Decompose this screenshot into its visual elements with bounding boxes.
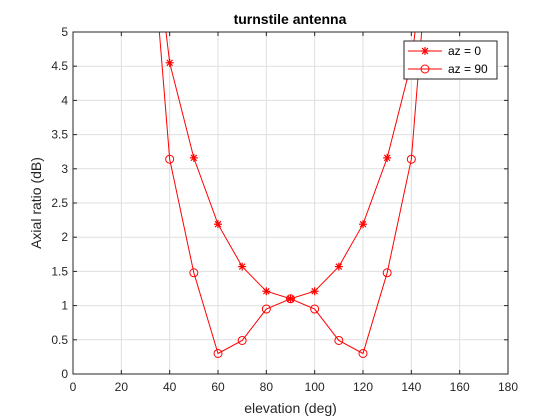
data-point — [262, 287, 270, 295]
y-tick-label: 3 — [61, 162, 68, 176]
y-tick-label: 0 — [61, 367, 68, 381]
data-point — [190, 154, 198, 162]
x-tick-label: 40 — [163, 380, 177, 394]
y-tick-label: 2.5 — [51, 196, 68, 210]
x-tick-label: 140 — [401, 380, 421, 394]
x-tick-label: 160 — [450, 380, 470, 394]
data-point — [335, 263, 343, 271]
data-point — [359, 220, 367, 228]
y-tick-label: 1 — [61, 299, 68, 313]
x-tick-label: 20 — [115, 380, 129, 394]
legend-marker — [421, 47, 429, 55]
data-point — [383, 154, 391, 162]
y-tick-label: 5 — [61, 25, 68, 39]
y-axis-label: Axial ratio (dB) — [28, 157, 44, 249]
y-tick-label: 1.5 — [51, 264, 68, 278]
x-tick-label: 80 — [260, 380, 274, 394]
x-axis-label: elevation (deg) — [244, 400, 337, 416]
data-point — [166, 59, 174, 67]
x-tick-label: 180 — [498, 380, 518, 394]
x-tick-label: 100 — [305, 380, 325, 394]
y-tick-label: 3.5 — [51, 128, 68, 142]
data-point — [311, 287, 319, 295]
legend: az = 0 az = 90 — [404, 41, 497, 79]
y-tick-label: 0.5 — [51, 333, 68, 347]
y-tick-label: 2 — [61, 230, 68, 244]
x-tick-label: 60 — [211, 380, 225, 394]
legend-label: az = 0 — [448, 44, 481, 58]
x-tick-label: 120 — [353, 380, 373, 394]
data-point — [238, 263, 246, 271]
y-tick-label: 4 — [61, 93, 68, 107]
chart-title: turnstile antenna — [234, 11, 347, 27]
legend-label: az = 90 — [448, 62, 488, 76]
y-tick-label: 4.5 — [51, 59, 68, 73]
data-point — [214, 220, 222, 228]
x-tick-label: 0 — [70, 380, 77, 394]
